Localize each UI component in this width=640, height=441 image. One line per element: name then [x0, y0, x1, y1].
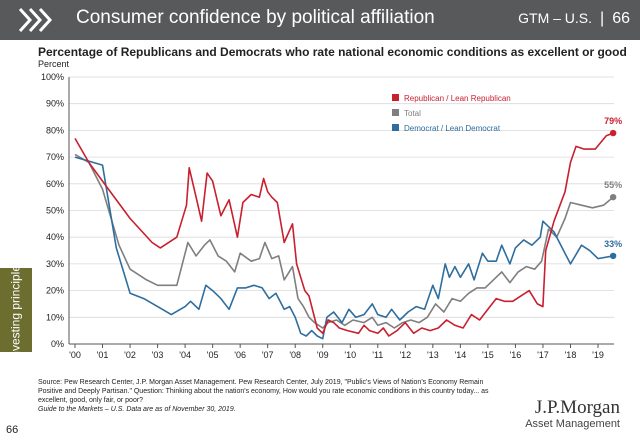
source-text: Source: Pew Research Center, J.P. Morgan… — [38, 379, 489, 404]
x-tick-label: '15 — [482, 350, 494, 360]
legend-swatch — [392, 124, 399, 131]
series-line — [74, 156, 614, 340]
x-tick-label: '09 — [317, 350, 329, 360]
x-tick-label: '10 — [344, 350, 356, 360]
data-label: 55% — [604, 180, 622, 190]
y-tick-label: 0% — [51, 339, 64, 349]
y-tick-label: 40% — [46, 232, 64, 242]
chart-title: Percentage of Republicans and Democrats … — [38, 45, 627, 59]
page-title: Consumer confidence by political affilia… — [76, 7, 435, 28]
sidebar-label: Investing principles — [8, 258, 23, 362]
chevron-icon — [18, 7, 53, 33]
y-tick-label: 10% — [46, 312, 64, 322]
x-tick-label: '03 — [152, 350, 164, 360]
legend-label: Total — [404, 109, 421, 118]
header-divider: | — [600, 10, 605, 27]
x-tick-label: '18 — [565, 350, 577, 360]
y-tick-label: 100% — [41, 72, 64, 82]
header-page-number: 66 — [612, 10, 630, 27]
x-tick-label: '04 — [179, 350, 191, 360]
x-tick-label: '14 — [455, 350, 467, 360]
x-tick-label: '11 — [372, 350, 383, 360]
y-tick-label: 30% — [46, 259, 64, 269]
x-tick-label: '02 — [124, 350, 136, 360]
legend-label: Republican / Lean Republican — [404, 94, 511, 103]
x-tick-label: '00 — [69, 350, 81, 360]
section-label: GTM – U.S. — [518, 10, 593, 26]
x-tick-label: '19 — [592, 350, 604, 360]
x-tick-label: '08 — [289, 350, 301, 360]
x-tick-label: '01 — [97, 350, 109, 360]
data-label: 33% — [604, 239, 622, 249]
x-tick-label: '13 — [427, 350, 439, 360]
brand-logo: J.P.Morgan Asset Management — [525, 398, 620, 431]
sidebar-tab — [0, 268, 32, 352]
series-end-marker — [609, 193, 617, 201]
y-tick-label: 60% — [46, 179, 64, 189]
brand-subtitle: Asset Management — [525, 418, 620, 430]
legend-swatch — [392, 94, 399, 101]
y-tick-label: 20% — [46, 286, 64, 296]
x-tick-label: '06 — [234, 350, 246, 360]
x-tick-label: '17 — [537, 350, 549, 360]
y-tick-label: 70% — [46, 152, 64, 162]
header-bar: Consumer confidence by political affilia… — [0, 0, 640, 40]
data-label: 79% — [604, 116, 622, 126]
x-tick-label: '05 — [207, 350, 219, 360]
y-tick-label: 80% — [46, 125, 64, 135]
series-line — [74, 153, 614, 329]
legend-swatch — [392, 109, 399, 116]
x-tick-label: '07 — [262, 350, 274, 360]
legend-label: Democrat / Lean Democrat — [404, 124, 501, 133]
series-end-marker — [609, 252, 617, 260]
brand-name: J.P.Morgan — [534, 397, 620, 418]
y-tick-label: 90% — [46, 99, 64, 109]
page-number: 66 — [6, 424, 19, 436]
source-note: Source: Pew Research Center, J.P. Morgan… — [38, 378, 508, 414]
series-line — [74, 132, 614, 337]
x-tick-label: '12 — [399, 350, 411, 360]
data-note: Guide to the Markets – U.S. Data are as … — [38, 406, 236, 413]
series-end-marker — [609, 129, 617, 137]
y-axis-label: Percent — [38, 59, 70, 69]
y-tick-label: 50% — [46, 206, 64, 216]
x-tick-label: '16 — [510, 350, 522, 360]
